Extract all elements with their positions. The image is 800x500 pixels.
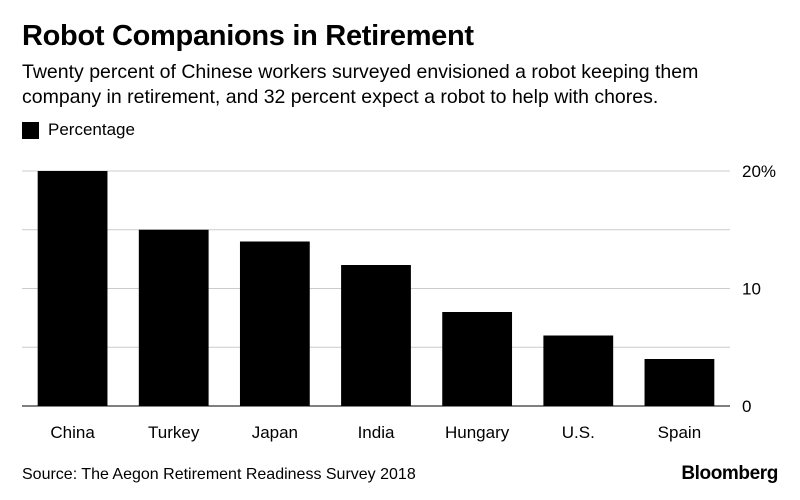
y-tick-label: 20%: [742, 162, 776, 181]
chart-title: Robot Companions in Retirement: [22, 20, 474, 52]
legend-swatch: [22, 121, 39, 139]
bar: [341, 265, 411, 406]
x-tick-label: Japan: [252, 423, 298, 442]
y-tick-label: 10: [742, 280, 761, 299]
chart-subtitle: Twenty percent of Chinese workers survey…: [22, 61, 699, 108]
x-tick-label: Spain: [658, 423, 701, 442]
bar: [37, 171, 108, 406]
x-tick-label: China: [50, 423, 95, 442]
bar: [543, 335, 614, 406]
legend-label: Percentage: [48, 120, 135, 139]
bloomberg-logo: Bloomberg: [681, 463, 778, 484]
source-note: Source: The Aegon Retirement Readiness S…: [22, 466, 416, 483]
x-tick-label: Turkey: [148, 423, 200, 442]
bar: [138, 229, 209, 406]
bar: [442, 312, 513, 406]
bar: [239, 241, 310, 406]
y-tick-label: 0: [742, 397, 751, 416]
x-tick-label: Hungary: [445, 423, 510, 442]
legend: Percentage: [22, 120, 135, 140]
bar: [644, 359, 715, 406]
x-tick-label: U.S.: [562, 423, 595, 442]
x-tick-label: India: [358, 423, 395, 442]
